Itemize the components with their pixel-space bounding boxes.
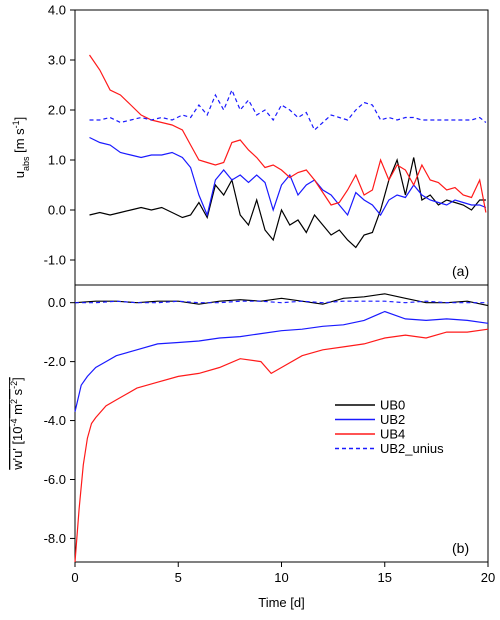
series-line-ub4 [89, 54, 487, 213]
y-tick-label: 1.0 [48, 153, 66, 168]
ylabel-b-unit-open: [10 [10, 426, 25, 448]
y-tick-label: -8.0 [44, 531, 66, 546]
panel-b-chart: -8.0 -6.0 -4.0 -2.0 0.0 0 5 10 15 20 w'u' [10-4 m… [9, 284, 496, 610]
panel-a-series [89, 54, 487, 249]
ylabel-b-mid2: s [10, 388, 25, 399]
y-tick-label: -1.0 [44, 253, 66, 268]
series-line-ub2 [74, 310, 489, 412]
x-tick-label: 0 [71, 570, 78, 585]
panel-b-frame [74, 284, 489, 563]
ylabel-b-base: w'u' [10, 448, 25, 471]
ylabel-b-sup1: -4 [9, 418, 19, 426]
ylabel-a-sup: -1 [11, 120, 21, 128]
ylabel-a-unit-close: ] [12, 117, 27, 121]
panel-a-frame [74, 9, 489, 286]
series-line-ub0 [74, 293, 489, 307]
panel-b-label: (b) [452, 540, 469, 556]
ylabel-a-sub: abs [21, 156, 31, 171]
legend-label: UB0 [380, 398, 405, 413]
panel-b-series [74, 293, 489, 563]
y-tick-label: 2.0 [48, 103, 66, 118]
x-axis-label: Time [d] [258, 595, 304, 610]
x-tick-label: 15 [378, 570, 392, 585]
y-tick-label: 0.0 [48, 295, 66, 310]
legend-label: UB2 [380, 412, 405, 427]
y-tick-label: -6.0 [44, 472, 66, 487]
series-line-ub2 [89, 136, 487, 217]
x-tick-label: 10 [274, 570, 288, 585]
series-line-ub0 [89, 157, 486, 249]
ylabel-b-unit-close: ] [10, 377, 25, 381]
ylabel-b-sup3: -2 [9, 381, 19, 389]
series-line-ub4 [74, 328, 489, 563]
panel-a-y-axis-label: uabs [m s-1] [11, 117, 31, 179]
panel-a-chart: -1.0 0.0 1.0 2.0 3.0 4.0 uabs [m s-1] (a) [11, 3, 489, 286]
x-tick-label: 20 [481, 570, 495, 585]
y-tick-label: 4.0 [48, 3, 66, 18]
ylabel-b-mid1: m [10, 404, 25, 418]
series-line-ub2-unius [75, 300, 488, 304]
panel-a-ticks: -1.0 0.0 1.0 2.0 3.0 4.0 [44, 3, 75, 268]
panel-b-y-axis-label: w'u' [10-4 m2 s-2] [9, 377, 25, 471]
legend-label: UB4 [380, 427, 405, 442]
x-tick-label: 5 [175, 570, 182, 585]
y-tick-label: 3.0 [48, 53, 66, 68]
y-tick-label: -4.0 [44, 413, 66, 428]
panel-a-label: (a) [452, 263, 469, 279]
legend-label: UB2_unius [380, 441, 444, 456]
y-tick-label: -2.0 [44, 354, 66, 369]
y-tick-label: 0.0 [48, 203, 66, 218]
ylabel-a-unit-open: [m s [12, 128, 27, 157]
series-line-ub2-unius [89, 88, 487, 131]
ylabel-b-sup2: 2 [9, 399, 19, 404]
panel-b-ticks: -8.0 -6.0 -4.0 -2.0 0.0 0 5 10 15 20 [44, 295, 496, 585]
ylabel-a-base: u [12, 171, 27, 178]
